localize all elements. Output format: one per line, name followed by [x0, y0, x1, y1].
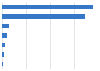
Bar [2, 33, 7, 38]
Bar [2, 24, 9, 28]
Bar [2, 43, 5, 47]
Bar [2, 52, 4, 57]
Bar [2, 62, 4, 66]
Bar [2, 14, 85, 19]
Bar [2, 5, 93, 9]
